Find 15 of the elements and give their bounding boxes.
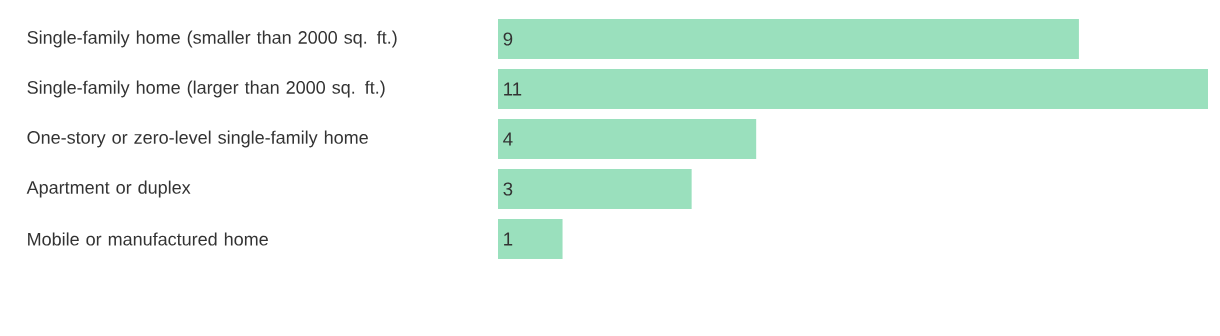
bar <box>498 219 563 259</box>
data-label: 11 <box>504 82 522 96</box>
bar <box>498 19 1079 59</box>
y-tick-label: Mobile or manufactured home <box>28 232 268 246</box>
data-label: 4 <box>503 132 513 146</box>
bar <box>498 169 692 209</box>
bar <box>498 69 1209 109</box>
bar <box>498 119 757 159</box>
data-label: 9 <box>503 32 513 46</box>
y-tick-label: One-story or zero-level single-family home <box>27 130 368 148</box>
y-tick-label: Apartment or duplex <box>26 180 191 198</box>
y-tick-label: Single-family home (larger than 2000 sq. ft.) <box>27 80 385 98</box>
y-tick-label: Single-family home (smaller than 2000 sq. ft.) <box>27 30 397 48</box>
data-label: 3 <box>503 182 513 196</box>
data-label: 1 <box>504 232 513 246</box>
